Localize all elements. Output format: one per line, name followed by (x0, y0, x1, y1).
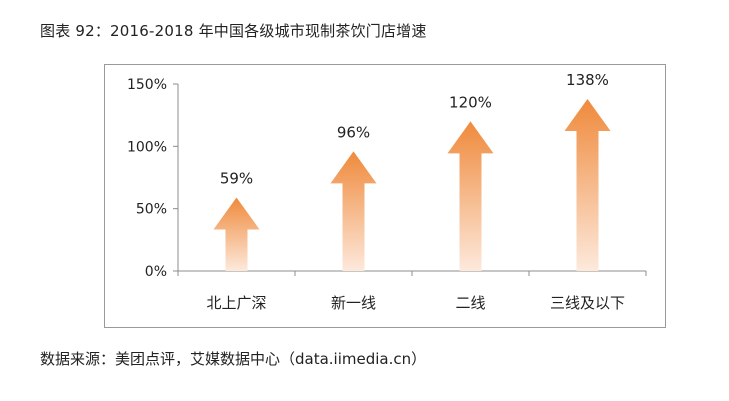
arrow-bar (330, 151, 377, 271)
y-tick-label: 50% (136, 202, 167, 218)
value-label: 96% (337, 123, 370, 141)
y-tick-label: 100% (127, 139, 167, 155)
axes (173, 83, 647, 276)
category-label: 三线及以下 (550, 294, 625, 312)
category-label: 二线 (455, 294, 485, 312)
chart-title: 图表 92：2016-2018 年中国各级城市现制茶饮门店增速 (40, 22, 427, 40)
arrow-bar (213, 197, 260, 271)
y-tick-label: 150% (127, 77, 167, 93)
arrow-marks (213, 98, 611, 272)
chart-frame (104, 64, 666, 328)
category-label: 新一线 (331, 294, 376, 312)
category-label: 北上广深 (206, 294, 266, 312)
source-note: 数据来源：美团点评，艾媒数据中心（data.iimedia.cn） (40, 350, 427, 368)
value-label: 138% (566, 71, 609, 89)
labels: 0% 50% 100% 150% 59% 北上广深 96% 新一线 120% 二线 138% 三线及以… (127, 71, 625, 312)
arrow-bar (564, 98, 611, 272)
value-label: 59% (220, 169, 253, 187)
y-tick-label: 0% (145, 264, 167, 280)
arrow-bar (447, 121, 494, 272)
value-label: 120% (449, 93, 492, 111)
